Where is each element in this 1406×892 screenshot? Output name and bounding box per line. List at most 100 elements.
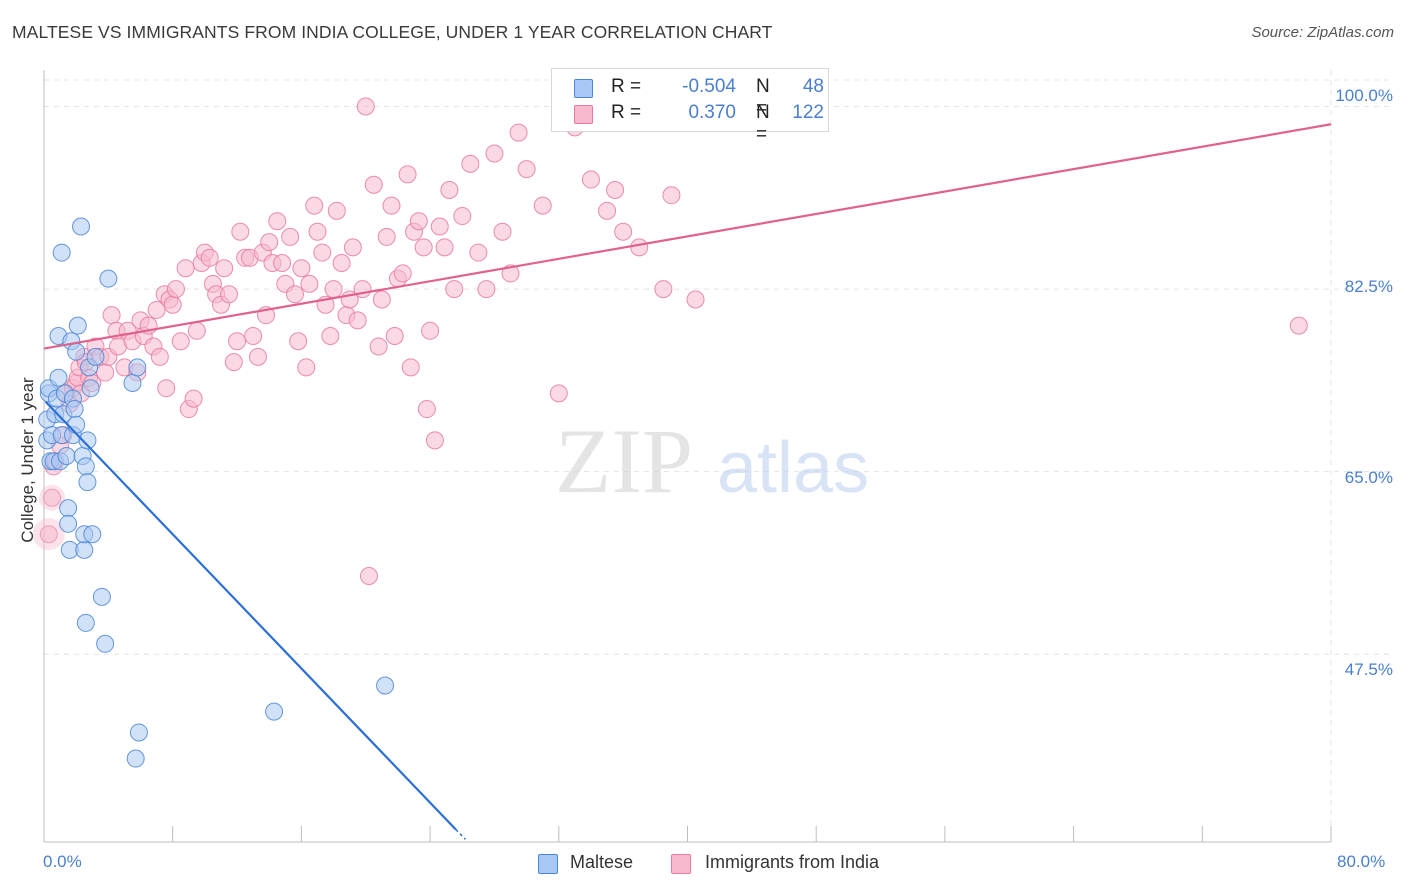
data-point — [129, 723, 148, 742]
y-axis-label: College, Under 1 year — [18, 377, 37, 543]
data-point — [43, 488, 62, 507]
data-point — [461, 154, 480, 173]
data-point — [285, 285, 304, 304]
y-tick-label: 100.0% — [1335, 86, 1393, 105]
legend-label: Immigrants from India — [705, 852, 880, 872]
data-point — [273, 254, 292, 272]
data-point — [49, 368, 68, 387]
data-point — [414, 238, 433, 257]
india-trend-line — [43, 123, 1332, 350]
data-point — [364, 175, 383, 194]
data-point — [75, 540, 94, 559]
r-label: R = — [611, 102, 642, 123]
data-point — [260, 233, 279, 252]
data-point — [78, 473, 97, 492]
data-point — [99, 269, 118, 288]
data-point — [662, 186, 681, 205]
watermark-zip: ZIP — [555, 410, 693, 512]
data-point — [453, 207, 472, 226]
data-point — [332, 254, 351, 272]
data-point — [485, 144, 504, 163]
n-label: N = — [756, 76, 770, 119]
data-point — [417, 400, 436, 419]
x-tick-label: 0.0% — [43, 852, 82, 871]
data-point — [157, 379, 176, 398]
data-point — [509, 123, 528, 142]
data-point — [176, 259, 195, 278]
india-swatch — [671, 854, 691, 874]
data-point — [477, 280, 496, 299]
data-point — [57, 447, 76, 465]
data-point — [126, 749, 145, 768]
data-point — [220, 285, 239, 304]
data-point — [81, 379, 100, 398]
y-tick-label: 82.5% — [1344, 277, 1393, 296]
data-point — [377, 227, 396, 246]
data-point — [128, 358, 147, 377]
data-point — [59, 514, 78, 533]
data-point — [65, 400, 84, 419]
data-point — [549, 384, 568, 403]
data-point — [493, 222, 512, 241]
r-value: -0.504 — [682, 76, 736, 97]
data-point — [327, 201, 346, 220]
data-point — [224, 353, 243, 372]
data-point — [445, 280, 464, 299]
data-point — [150, 347, 169, 366]
data-point — [369, 337, 388, 356]
data-point — [533, 196, 552, 215]
data-point — [501, 264, 520, 283]
x-tick-label: 80.0% — [1337, 852, 1386, 871]
data-point — [52, 243, 71, 262]
data-point — [308, 222, 327, 241]
data-point — [248, 347, 267, 366]
legend-label: Maltese — [570, 852, 634, 872]
data-point — [187, 321, 206, 340]
data-point — [630, 238, 649, 257]
data-point — [78, 431, 97, 450]
data-point — [686, 290, 705, 309]
data-point — [231, 222, 250, 241]
data-point — [385, 327, 404, 346]
data-point — [39, 525, 58, 544]
data-point — [425, 431, 444, 450]
data-point — [376, 676, 395, 695]
data-point — [654, 280, 673, 299]
data-point — [166, 280, 185, 299]
data-point — [96, 634, 115, 653]
data-point — [171, 332, 190, 351]
data-point — [72, 217, 91, 236]
india-points — [32, 97, 1308, 585]
data-point — [300, 274, 319, 293]
india-swatch — [574, 105, 593, 124]
n-value: 48 — [802, 76, 824, 97]
data-point — [372, 290, 391, 309]
data-point — [348, 311, 367, 330]
data-point — [614, 222, 633, 241]
n-value: 122 — [792, 102, 824, 123]
data-point — [289, 332, 308, 351]
data-point — [305, 196, 324, 215]
data-point — [268, 212, 287, 231]
data-point — [76, 457, 95, 476]
r-label: R = — [611, 76, 642, 97]
data-point — [581, 170, 600, 189]
data-point — [59, 499, 78, 518]
data-point — [393, 264, 412, 283]
maltese-points — [38, 217, 395, 768]
data-point — [382, 196, 401, 215]
data-point — [606, 180, 625, 199]
data-point — [359, 566, 378, 585]
data-point — [96, 363, 115, 382]
grid-lines — [44, 70, 1393, 842]
data-point — [244, 327, 263, 346]
chart-title: MALTESE VS IMMIGRANTS FROM INDIA COLLEGE… — [12, 22, 773, 42]
trend-lines — [43, 123, 1332, 840]
source-label: Source: ZipAtlas.com — [1251, 24, 1394, 41]
watermark-atlas: atlas — [717, 428, 869, 508]
data-point — [321, 327, 340, 346]
data-point — [356, 97, 375, 116]
data-point — [83, 525, 102, 544]
y-tick-label: 65.0% — [1344, 468, 1393, 487]
data-point — [421, 321, 440, 340]
